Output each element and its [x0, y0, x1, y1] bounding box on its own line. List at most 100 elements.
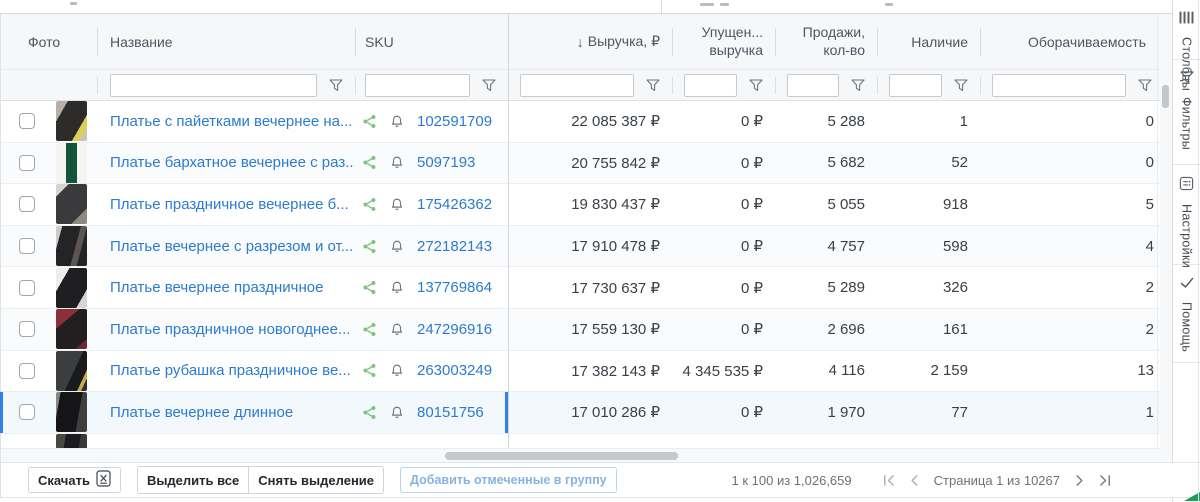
- revenue-value: 22 085 387 ₽: [571, 113, 660, 131]
- bell-icon[interactable]: [390, 322, 404, 337]
- share-icon[interactable]: [362, 363, 377, 378]
- product-name-link[interactable]: Платье рубашка праздничное ве...: [110, 362, 351, 380]
- download-button[interactable]: Скачать: [28, 467, 121, 493]
- lost-revenue-filter-input[interactable]: [684, 73, 737, 97]
- sku-link[interactable]: 247296916: [417, 320, 493, 338]
- sku-filter-input[interactable]: [365, 73, 470, 97]
- row-checkbox[interactable]: [19, 154, 35, 171]
- product-photo[interactable]: [56, 267, 87, 308]
- sku-link[interactable]: 263003249: [417, 362, 493, 380]
- share-icon[interactable]: [362, 114, 377, 129]
- vertical-scrollbar-thumb[interactable]: [1162, 85, 1169, 108]
- turnover-filter-input[interactable]: [992, 73, 1126, 97]
- product-photo[interactable]: [56, 184, 87, 225]
- product-name-link[interactable]: Платье вечернее праздничное: [110, 279, 324, 297]
- row-checkbox[interactable]: [19, 321, 35, 338]
- row-sku-cell: 80151756: [355, 392, 508, 433]
- col-header-name[interactable]: Название: [97, 14, 355, 69]
- horizontal-scrollbar-thumb[interactable]: [445, 452, 678, 460]
- share-icon[interactable]: [362, 239, 377, 254]
- row-photo-cell: [48, 184, 97, 225]
- stock-filter-input[interactable]: [889, 73, 942, 97]
- table-row[interactable]: Платье вечернее праздничное 137769864 17…: [0, 267, 1160, 309]
- bell-icon[interactable]: [390, 114, 404, 129]
- tab-columns[interactable]: Столбцы: [1173, 0, 1200, 91]
- sales-filter-input[interactable]: [787, 73, 839, 97]
- row-checkbox[interactable]: [19, 238, 35, 255]
- table-row[interactable]: Платье с пайетками вечернее на... 102591…: [0, 101, 1160, 143]
- bell-icon[interactable]: [390, 280, 404, 295]
- row-checkbox[interactable]: [19, 404, 35, 421]
- share-icon[interactable]: [362, 322, 377, 337]
- sku-link[interactable]: 137769864: [417, 279, 493, 297]
- prev-page-button[interactable]: [908, 474, 921, 487]
- col-header-stock[interactable]: Наличие: [877, 14, 980, 69]
- turnover-value: 5: [1145, 195, 1154, 213]
- table-row[interactable]: Платье вечернее длинное 80151756 17 010 …: [0, 392, 1160, 434]
- first-page-button[interactable]: [882, 474, 895, 487]
- row-checkbox[interactable]: [19, 362, 35, 379]
- product-name-link[interactable]: Платье с пайетками вечернее на...: [110, 112, 353, 130]
- vertical-scrollbar[interactable]: [1160, 14, 1172, 462]
- name-filter-input[interactable]: [110, 73, 317, 97]
- bell-icon[interactable]: [390, 405, 404, 420]
- table-row[interactable]: Платье вечернее с разрезом и от... 27218…: [0, 225, 1160, 268]
- table-row[interactable]: Платье праздничное вечернее б... 1754263…: [0, 184, 1160, 226]
- table-row[interactable]: Платье бархатное вечернее с раз... 50971…: [0, 142, 1160, 185]
- row-name-cell: Платье с пайетками вечернее на...: [97, 101, 355, 142]
- last-page-button[interactable]: [1099, 474, 1112, 487]
- product-name-link[interactable]: Платье вечернее длинное: [110, 403, 294, 421]
- product-name-link[interactable]: Платье праздничное новогоднее...: [110, 320, 351, 338]
- product-photo[interactable]: [56, 142, 87, 183]
- sku-link[interactable]: 5097193: [417, 154, 476, 172]
- product-photo[interactable]: [56, 392, 87, 433]
- filter-funnel-icon[interactable]: [482, 78, 496, 92]
- bell-icon[interactable]: [390, 239, 404, 254]
- bell-icon[interactable]: [390, 363, 404, 378]
- table-row[interactable]: Платье рубашка праздничное ве... 2630032…: [0, 350, 1160, 393]
- sales-count-value: 5 288: [827, 112, 865, 130]
- row-checkbox[interactable]: [19, 196, 35, 213]
- share-icon[interactable]: [362, 405, 377, 420]
- col-header-turnover[interactable]: Оборачиваемость: [980, 14, 1158, 69]
- sku-link[interactable]: 80151756: [417, 403, 484, 421]
- table-row[interactable]: Платье праздничное новогоднее... 2472969…: [0, 308, 1160, 351]
- filter-funnel-icon[interactable]: [646, 78, 660, 92]
- add-to-group-button[interactable]: Добавить отмеченные в группу: [400, 467, 617, 493]
- tab-filters[interactable]: Фильтры: [1173, 60, 1200, 165]
- sku-link[interactable]: 102591709: [417, 112, 493, 130]
- col-header-sales-count[interactable]: Продажи, кол-во: [775, 14, 877, 69]
- select-all-button[interactable]: Выделить все: [137, 467, 249, 493]
- sku-link[interactable]: 272182143: [417, 237, 493, 255]
- next-page-button[interactable]: [1073, 474, 1086, 487]
- product-name-link[interactable]: Платье праздничное вечернее б...: [110, 195, 349, 213]
- clear-selection-button[interactable]: Снять выделение: [248, 467, 384, 493]
- row-checkbox[interactable]: [19, 279, 35, 296]
- col-header-sku[interactable]: SKU: [355, 14, 508, 69]
- product-name-link[interactable]: Платье вечернее с разрезом и от...: [110, 237, 354, 255]
- sku-link[interactable]: 175426362: [417, 195, 493, 213]
- filter-funnel-icon[interactable]: [749, 78, 763, 92]
- share-icon[interactable]: [362, 155, 377, 170]
- share-icon[interactable]: [362, 280, 377, 295]
- product-photo[interactable]: [56, 350, 87, 391]
- tab-settings[interactable]: Настройки: [1173, 165, 1200, 268]
- revenue-filter-input[interactable]: [520, 73, 634, 97]
- col-header-revenue[interactable]: ↓ Выручка, ₽: [576, 33, 660, 50]
- row-select-cell: [0, 309, 48, 350]
- bell-icon[interactable]: [390, 197, 404, 212]
- product-photo[interactable]: [56, 226, 87, 267]
- filter-funnel-icon[interactable]: [954, 78, 968, 92]
- bell-icon[interactable]: [390, 155, 404, 170]
- horizontal-scrollbar[interactable]: [0, 448, 1160, 462]
- col-header-lost-revenue[interactable]: Упущен... выручка: [672, 14, 775, 69]
- filter-funnel-icon[interactable]: [1138, 78, 1152, 92]
- filter-funnel-icon[interactable]: [851, 78, 865, 92]
- product-photo[interactable]: [56, 101, 87, 142]
- share-icon[interactable]: [362, 197, 377, 212]
- tab-help[interactable]: Помощь: [1173, 265, 1200, 363]
- product-name-link[interactable]: Платье бархатное вечернее с раз...: [110, 154, 355, 172]
- row-checkbox[interactable]: [19, 113, 35, 130]
- filter-funnel-icon[interactable]: [329, 78, 343, 92]
- product-photo[interactable]: [56, 309, 87, 350]
